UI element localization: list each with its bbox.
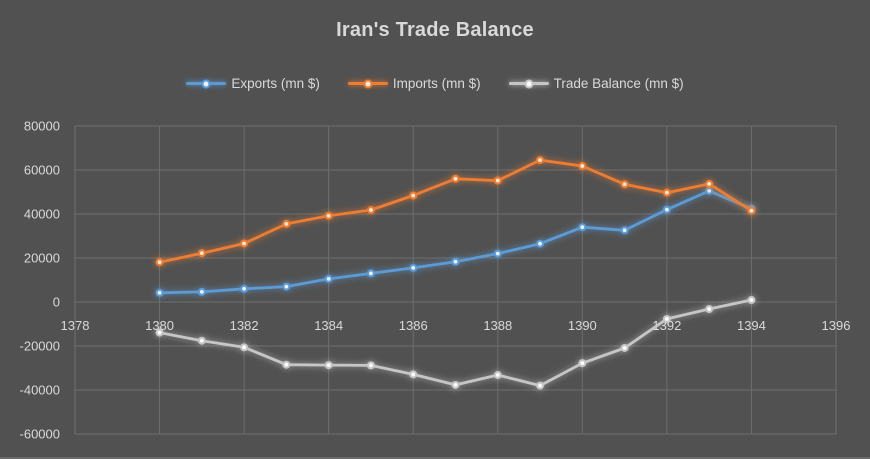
imports-marker-icon [365, 81, 371, 86]
imports-mn-data-point-center [242, 241, 247, 246]
y-axis-tick-label: 40000 [24, 207, 60, 222]
legend-item-imports[interactable]: Imports (mn $) [347, 76, 481, 91]
exports-mn-data-point-center [538, 241, 542, 246]
imports-mn-data-point-center [664, 190, 669, 195]
trade-balance-marker-icon [526, 81, 532, 86]
imports-mn-data-point-center [538, 158, 542, 163]
x-axis-tick-label: 1396 [822, 318, 851, 333]
trade-balance-mn-data-point-center [326, 363, 331, 368]
window-bottom-edge [0, 457, 870, 459]
y-axis-tick-label: 60000 [24, 163, 60, 178]
imports-mn-data-point-center [495, 178, 500, 183]
x-axis-tick-label: 1388 [483, 318, 512, 333]
y-axis-tick-label: 80000 [24, 119, 60, 134]
exports-marker-icon [203, 81, 209, 86]
x-axis-tick-label: 1378 [61, 318, 90, 333]
trade-balance-line-swatch-icon [508, 81, 549, 86]
exports-mn-data-point-center [369, 271, 373, 276]
chart-title: Iran's Trade Balance [336, 19, 534, 41]
exports-mn-data-point-center [664, 207, 669, 212]
trade-balance-mn-data-point-center [157, 330, 162, 335]
imports-mn-data-point-center [580, 164, 585, 168]
series-trade-balance-mn[interactable] [155, 296, 756, 390]
exports-mn-data-point-center [495, 251, 500, 256]
exports-mn-data-point-center [453, 259, 458, 264]
y-axis-tick-label: -40000 [20, 383, 60, 398]
x-axis-tick-label: 1384 [314, 318, 343, 333]
x-axis-tick-label: 1380 [145, 318, 174, 333]
exports-mn-data-point-center [242, 286, 247, 291]
series-exports-mn[interactable] [155, 186, 756, 297]
imports-mn-data-point-center [453, 176, 458, 181]
exports-mn-data-point-center [157, 290, 162, 295]
trade-balance-mn-data-point-center [453, 383, 458, 387]
exports-mn-data-point-center [580, 225, 585, 230]
imports-mn-data-point-center [157, 260, 162, 265]
y-axis-tick-label: -60000 [20, 427, 60, 442]
x-axis-tick-label: 1390 [568, 318, 597, 333]
trade-balance-mn-data-point-center [749, 298, 754, 302]
legend-item-exports[interactable]: Exports (mn $) [186, 76, 320, 91]
trade-balance-mn-data-point-center [707, 307, 712, 311]
imports-mn-data-point-center [749, 208, 754, 213]
trade-balance-mn-data-point-center [411, 372, 416, 377]
imports-mn-data-point-center [326, 213, 331, 218]
imports-mn-data-point-center [622, 182, 627, 187]
trade-balance-mn-line[interactable] [158, 298, 753, 388]
imports-mn-data-point-center [707, 181, 712, 186]
legend-label-exports: Exports (mn $) [231, 76, 320, 91]
trade-balance-mn-data-point-center [580, 361, 585, 366]
y-axis-tick-label: 20000 [24, 251, 60, 266]
legend-item-trade-balance[interactable]: Trade Balance (mn $) [508, 76, 684, 91]
exports-mn-data-point-center [622, 228, 627, 233]
trade-balance-mn-data-point-center [242, 345, 247, 350]
trade-balance-mn-data-point-center [622, 346, 627, 350]
x-axis-tick-label: 1394 [737, 318, 766, 333]
x-axis-tick-label: 1386 [399, 318, 428, 333]
imports-mn-data-point-center [411, 193, 416, 198]
exports-mn-data-point-center [411, 266, 416, 270]
exports-mn-data-point-center [707, 189, 712, 193]
imports-mn-data-point-center [284, 222, 289, 226]
trade-balance-mn-data-point-center [664, 317, 669, 321]
legend-label-imports: Imports (mn $) [392, 76, 481, 91]
series-imports-mn[interactable] [155, 156, 756, 267]
exports-mn-data-point-center [284, 284, 289, 289]
exports-line-swatch-icon [186, 81, 227, 86]
trade-balance-mn-data-point-center [199, 338, 204, 343]
exports-mn-data-point-center [199, 289, 204, 294]
x-axis-tick-label: 1392 [652, 318, 681, 333]
trade-balance-mn-data-point-center [538, 383, 542, 388]
gridlines [74, 125, 837, 435]
trade-balance-mn-data-point-center [284, 362, 289, 367]
axis-labels: 80000 60000 40000 20000 0 -20000 -40000 -60000 1… [20, 119, 851, 442]
trade-balance-mn-data-point-center [369, 363, 373, 368]
imports-mn-data-point-center [369, 208, 373, 212]
legend-label-trade-balance: Trade Balance (mn $) [553, 76, 684, 91]
y-axis-tick-label: 0 [53, 295, 60, 310]
trade-balance-mn-data-point-center [495, 373, 500, 377]
legend: Exports (mn $) Imports (mn $) Trade Bala… [0, 76, 870, 91]
imports-mn-data-point-center [199, 251, 204, 256]
exports-mn-data-point-center [326, 277, 331, 281]
y-axis-tick-label: -20000 [20, 339, 60, 354]
x-axis-tick-label: 1382 [230, 318, 259, 333]
imports-line-swatch-icon [347, 81, 388, 86]
